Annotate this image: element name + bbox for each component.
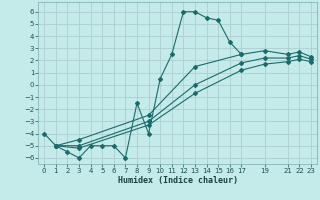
X-axis label: Humidex (Indice chaleur): Humidex (Indice chaleur) bbox=[118, 176, 238, 185]
